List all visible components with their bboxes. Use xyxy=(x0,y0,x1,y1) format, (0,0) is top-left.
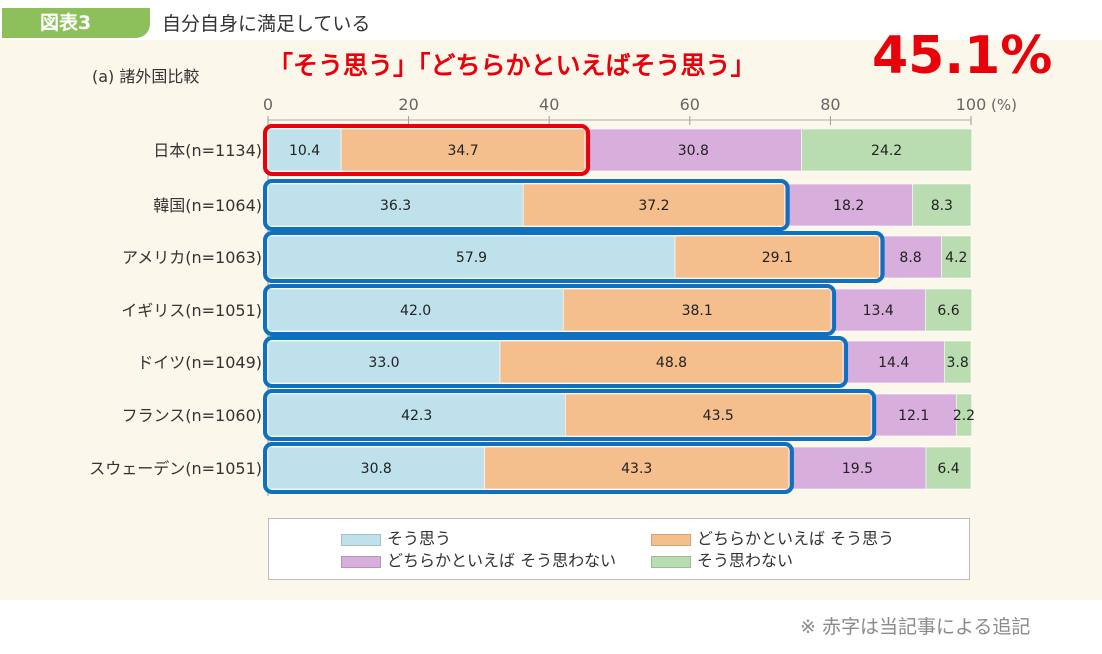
legend-item-not: そう思わない xyxy=(651,551,793,571)
data-label: 34.7 xyxy=(447,143,478,159)
x-tick-label: 40 xyxy=(539,95,559,114)
figure-badge: 図表3 xyxy=(2,8,150,38)
data-label: 6.4 xyxy=(937,461,959,477)
category-label: ドイツ(n=1049) xyxy=(137,353,262,372)
figure-title: 自分自身に満足している xyxy=(162,13,371,35)
legend-label: どちらかといえば そう思わない xyxy=(387,551,617,570)
footnote: ※ 赤字は当記事による追記 xyxy=(800,616,1031,638)
data-label: 8.3 xyxy=(931,198,953,214)
blue-highlight-frame xyxy=(263,284,837,336)
red-annotation-text: 「そう思う」「どちらかといえばそう思う」 xyxy=(268,51,756,80)
category-label: フランス(n=1060) xyxy=(122,406,262,425)
bar-segment xyxy=(484,446,790,490)
chart-subtitle: (a) 諸外国比較 xyxy=(92,67,200,86)
bar-segment xyxy=(267,128,342,172)
data-label: 42.0 xyxy=(400,303,431,319)
bar-segment xyxy=(562,288,832,332)
data-label: 36.3 xyxy=(380,198,411,214)
data-label: 6.6 xyxy=(937,303,959,319)
bar-segment xyxy=(267,183,524,227)
x-tick-label: 80 xyxy=(820,95,840,114)
category-label: 日本(n=1134) xyxy=(153,141,262,160)
bar-segment xyxy=(801,128,973,172)
data-label: 10.4 xyxy=(289,143,320,159)
bar-segment xyxy=(925,288,973,332)
x-tick-label: 60 xyxy=(680,95,700,114)
blue-highlight-frame xyxy=(263,336,849,388)
data-label: 3.8 xyxy=(947,355,969,371)
data-label: 13.4 xyxy=(863,303,894,319)
bar-segment xyxy=(842,340,945,384)
legend-item-soo-omou: そう思う xyxy=(341,529,451,549)
legend-swatch-soo-omou xyxy=(341,533,381,546)
bar-segment xyxy=(565,393,872,437)
data-label: 43.5 xyxy=(703,408,734,424)
blue-highlight-frame xyxy=(263,231,885,283)
bar-segment xyxy=(499,340,844,384)
x-tick-label: 100 xyxy=(956,95,987,114)
category-label: 韓国(n=1064) xyxy=(153,196,262,215)
blue-highlight-frame xyxy=(263,179,790,231)
bar-segment xyxy=(340,128,586,172)
bar-segment xyxy=(912,183,972,227)
bar-segment xyxy=(943,340,972,384)
data-label: 2.2 xyxy=(953,408,975,424)
data-label: 37.2 xyxy=(638,198,669,214)
data-label: 38.1 xyxy=(682,303,713,319)
bar-segment xyxy=(830,288,926,332)
data-label: 12.1 xyxy=(898,408,929,424)
legend-swatch-not xyxy=(651,555,691,568)
bar-segment xyxy=(879,235,942,279)
data-label: 57.9 xyxy=(456,250,487,266)
red-highlight-frame xyxy=(263,124,591,176)
bar-segment xyxy=(267,446,485,490)
legend-item-dochira-not: どちらかといえば そう思わない xyxy=(341,551,616,571)
legend-label: そう思う xyxy=(387,529,452,548)
bar-segment xyxy=(925,446,972,490)
data-label: 30.8 xyxy=(678,143,709,159)
category-label: イギリス(n=1051) xyxy=(121,301,262,320)
category-label: スウェーデン(n=1051) xyxy=(89,459,262,478)
legend-swatch-dochira-not xyxy=(341,555,381,568)
data-label: 48.8 xyxy=(656,355,687,371)
data-label: 43.3 xyxy=(621,461,652,477)
blue-highlight-frame xyxy=(263,442,794,494)
red-annotation-percent: 45.1% xyxy=(872,26,1053,86)
category-label: アメリカ(n=1063) xyxy=(122,248,262,267)
bar-segment xyxy=(784,183,913,227)
legend-label: そう思わない xyxy=(697,551,794,570)
data-label: 29.1 xyxy=(762,250,793,266)
data-label: 33.0 xyxy=(368,355,399,371)
x-tick-label: 0 xyxy=(263,95,273,114)
chart-legend: そう思う どちらかといえば そう思う どちらかといえば そう思わない そう思わな… xyxy=(268,518,970,580)
data-label: 19.5 xyxy=(842,461,873,477)
data-label: 14.4 xyxy=(878,355,909,371)
x-tick-label: 20 xyxy=(398,95,418,114)
data-label: 18.2 xyxy=(833,198,864,214)
legend-swatch-dochira-soo xyxy=(651,533,691,546)
legend-label: どちらかといえば そう思う xyxy=(697,529,895,548)
bar-segment xyxy=(267,235,676,279)
data-label: 8.8 xyxy=(899,250,921,266)
bar-segment xyxy=(522,183,786,227)
x-axis-unit: (%) xyxy=(991,96,1017,114)
blue-highlight-frame xyxy=(263,389,877,441)
bar-segment xyxy=(941,235,972,279)
legend-item-dochira-soo: どちらかといえば そう思う xyxy=(651,529,894,549)
bar-segment xyxy=(584,128,802,172)
data-label: 30.8 xyxy=(361,461,392,477)
data-label: 4.2 xyxy=(945,250,967,266)
data-label: 42.3 xyxy=(401,408,432,424)
bar-segment xyxy=(955,393,973,437)
data-label: 24.2 xyxy=(871,143,902,159)
bar-segment xyxy=(267,288,564,332)
